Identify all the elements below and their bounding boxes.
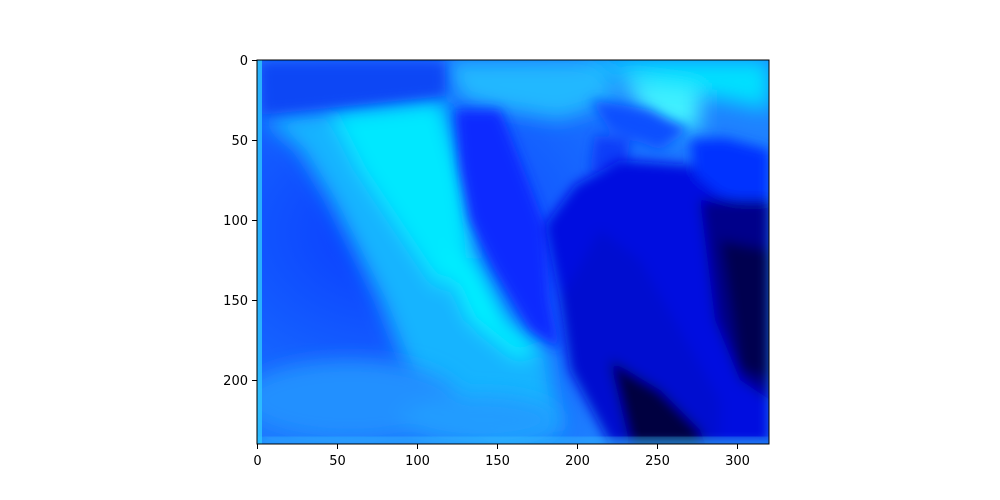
x-tick-label: 150 <box>485 454 510 469</box>
y-tick-label: 150 <box>223 294 248 309</box>
x-tick-label: 0 <box>253 454 261 469</box>
x-tick-label: 100 <box>405 454 430 469</box>
y-tick-label: 100 <box>223 214 248 229</box>
y-axis: 0 50 100 150 200 <box>223 54 257 389</box>
y-tick-label: 0 <box>240 54 248 69</box>
x-tick-label: 250 <box>645 454 670 469</box>
plot-frame <box>256 59 770 445</box>
y-tick-label: 50 <box>231 134 248 149</box>
x-tick-label: 200 <box>565 454 590 469</box>
y-tick-label: 200 <box>223 374 248 389</box>
x-tick-label: 300 <box>725 454 750 469</box>
x-axis: 0 50 100 150 200 250 300 <box>253 444 750 469</box>
depth-image <box>257 60 769 444</box>
x-tick-label: 50 <box>329 454 346 469</box>
